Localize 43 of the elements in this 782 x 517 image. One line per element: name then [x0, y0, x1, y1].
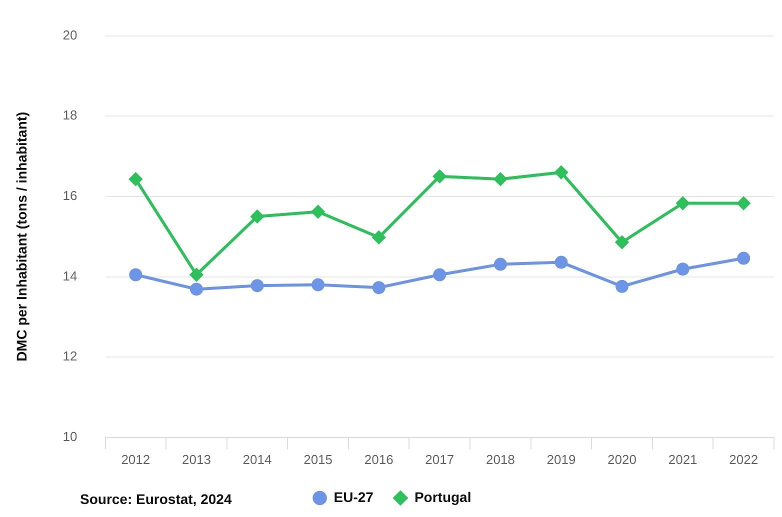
legend-label: Portugal — [414, 488, 472, 505]
point — [676, 262, 690, 276]
y-tick-label: 10 — [62, 428, 78, 444]
point — [372, 230, 386, 244]
source-note: Source: Eurostat, 2024 — [80, 491, 232, 507]
point — [494, 258, 507, 271]
point — [616, 280, 629, 293]
point — [616, 236, 629, 249]
point — [250, 279, 264, 292]
point — [737, 252, 750, 265]
x-tick-label: 2021 — [668, 452, 698, 467]
y-tick-label: 18 — [62, 108, 78, 123]
x-tick-label: 2013 — [182, 452, 211, 467]
point — [433, 268, 446, 282]
x-tick-label: 2018 — [486, 452, 515, 467]
x-tick-label: 2020 — [608, 452, 636, 467]
x-tick-label: 2012 — [121, 452, 150, 467]
point — [312, 278, 325, 292]
point — [433, 170, 446, 183]
point — [129, 172, 142, 186]
point — [737, 196, 750, 210]
point — [190, 282, 203, 296]
point — [676, 196, 690, 210]
y-tick-label: 16 — [62, 188, 78, 204]
x-tick-label: 2014 — [242, 452, 272, 467]
point — [554, 166, 568, 179]
x-tick-label: 2016 — [364, 452, 394, 467]
x-tick-label: 2019 — [546, 452, 576, 467]
y-tick-label: 12 — [62, 348, 78, 364]
x-tick-label: 2015 — [304, 452, 332, 467]
y-axis-title: DMC per Inhabitant (tons / inhabitant) — [13, 112, 30, 362]
x-tick-label: 2017 — [425, 452, 454, 467]
x-tick-label: 2022 — [729, 452, 758, 467]
point — [190, 268, 203, 282]
point — [129, 268, 142, 282]
point — [494, 172, 507, 186]
legend-label: EU-27 — [334, 488, 374, 505]
point — [312, 205, 325, 218]
y-tick-label: 14 — [62, 268, 78, 284]
point — [554, 256, 568, 269]
y-tick-label: 20 — [62, 27, 78, 42]
point — [250, 210, 264, 224]
point — [372, 281, 386, 294]
